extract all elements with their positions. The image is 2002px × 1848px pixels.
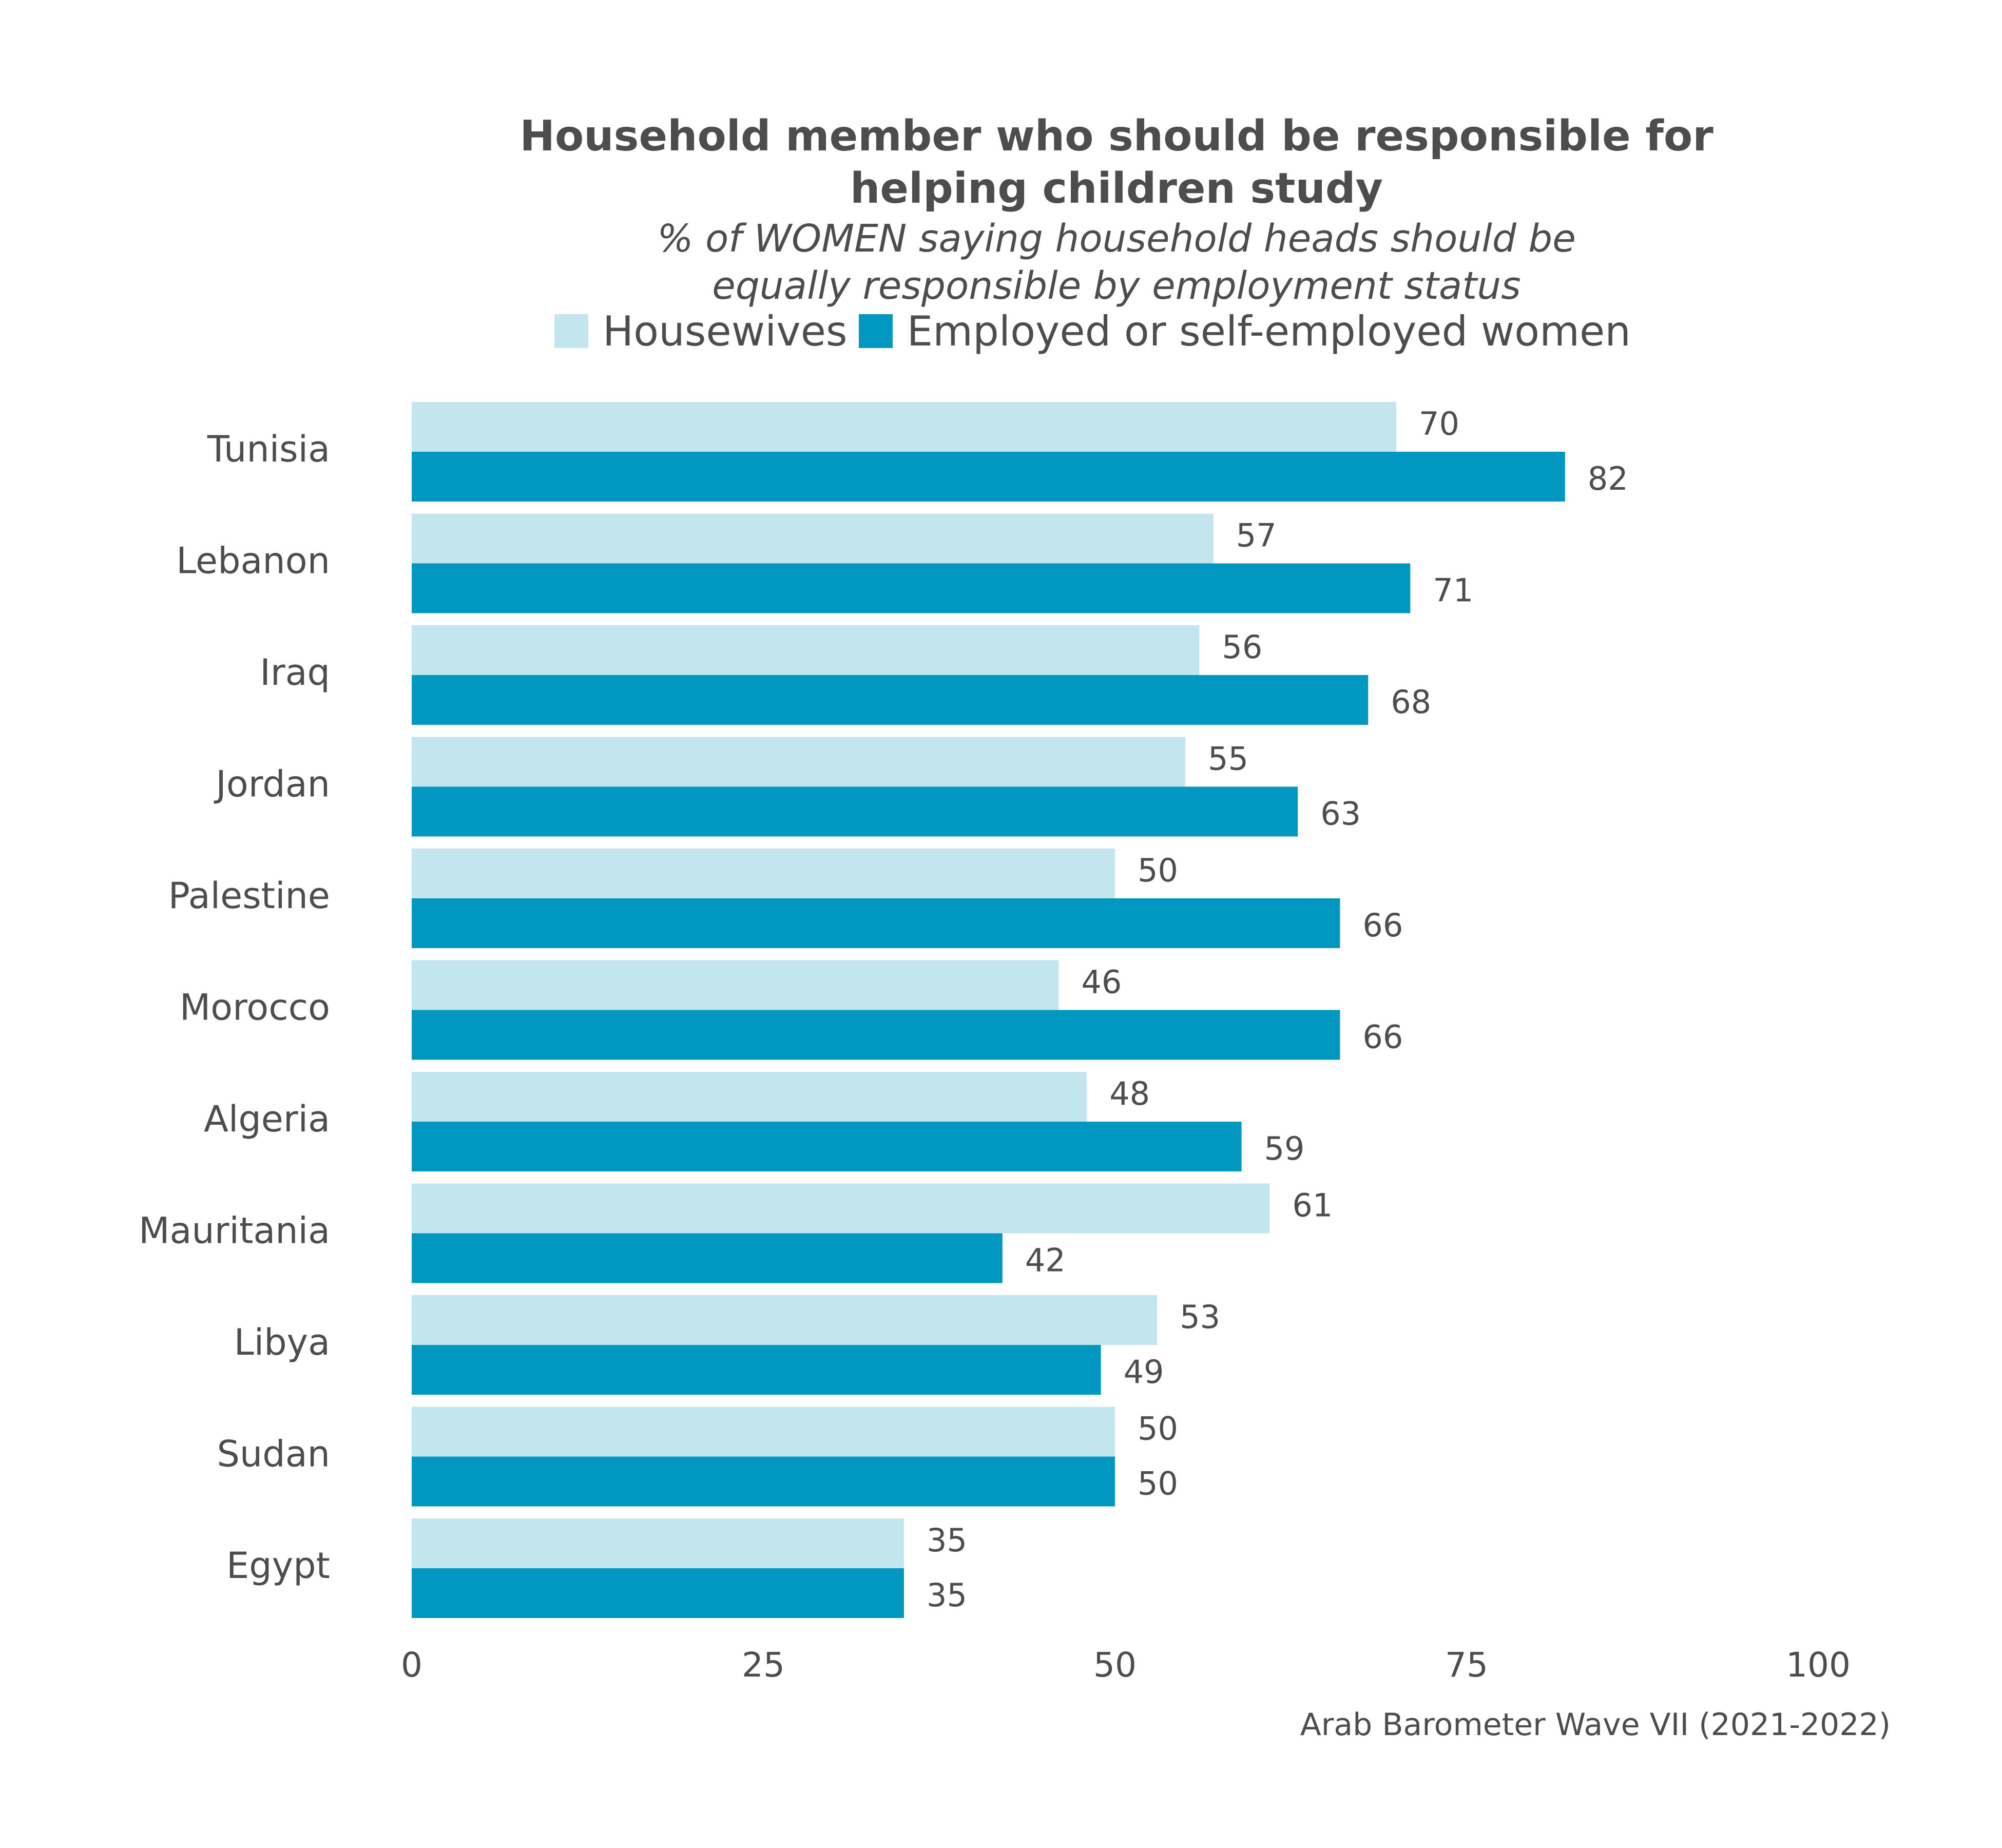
chart-subtitle-line-1: % of WOMEN saying household heads should… xyxy=(657,217,1576,261)
category-label-morocco: Morocco xyxy=(180,987,330,1029)
legend-label-housewives: Housewives xyxy=(603,307,848,355)
data-label-employed-sudan: 50 xyxy=(1138,1465,1178,1503)
data-label-housewives-iraq: 56 xyxy=(1222,628,1262,666)
category-label-iraq: Iraq xyxy=(260,651,330,694)
x-tick-label-25: 25 xyxy=(742,1645,785,1685)
bar-employed-lebanon xyxy=(412,563,1411,613)
data-label-housewives-algeria: 48 xyxy=(1109,1075,1150,1112)
bar-housewives-sudan xyxy=(412,1407,1115,1457)
bar-employed-iraq xyxy=(412,675,1369,725)
data-label-employed-algeria: 59 xyxy=(1264,1130,1305,1167)
bar-housewives-morocco xyxy=(412,960,1059,1010)
data-label-housewives-libya: 53 xyxy=(1180,1298,1220,1336)
data-label-housewives-tunisia: 70 xyxy=(1419,405,1459,442)
data-label-employed-mauritania: 42 xyxy=(1025,1242,1066,1279)
x-tick-label-0: 0 xyxy=(401,1645,422,1685)
data-label-housewives-sudan: 50 xyxy=(1138,1410,1178,1448)
bar-housewives-egypt xyxy=(412,1518,904,1568)
bar-employed-jordan xyxy=(412,786,1298,837)
data-label-employed-jordan: 63 xyxy=(1320,795,1361,833)
chart-legend: Housewives Employed or self-employed wom… xyxy=(554,307,1642,355)
bar-employed-algeria xyxy=(412,1122,1242,1171)
data-label-housewives-jordan: 55 xyxy=(1208,740,1248,778)
category-label-tunisia: Tunisia xyxy=(207,428,330,470)
bar-employed-palestine xyxy=(412,898,1340,948)
bar-housewives-libya xyxy=(412,1295,1158,1345)
x-tick-label-75: 75 xyxy=(1445,1645,1488,1685)
data-label-employed-egypt: 35 xyxy=(927,1576,967,1614)
bar-employed-tunisia xyxy=(412,452,1565,502)
data-label-employed-libya: 49 xyxy=(1124,1353,1164,1391)
bar-employed-morocco xyxy=(412,1010,1340,1060)
data-label-employed-morocco: 66 xyxy=(1362,1018,1403,1056)
category-label-mauritania: Mauritania xyxy=(139,1210,330,1252)
bar-employed-libya xyxy=(412,1345,1101,1395)
legend-item-employed: Employed or self-employed women xyxy=(858,307,1631,355)
chart-header: Household member who should be responsib… xyxy=(359,110,1874,310)
category-label-algeria: Algeria xyxy=(204,1098,330,1140)
category-label-jordan: Jordan xyxy=(214,763,330,805)
data-label-employed-lebanon: 71 xyxy=(1433,572,1473,609)
data-label-housewives-egypt: 35 xyxy=(927,1522,967,1559)
legend-swatch-housewives xyxy=(554,314,588,348)
category-label-egypt: Egypt xyxy=(226,1545,330,1587)
bar-employed-sudan xyxy=(412,1456,1115,1507)
bar-housewives-palestine xyxy=(412,849,1115,898)
bar-housewives-iraq xyxy=(412,625,1200,675)
category-label-lebanon: Lebanon xyxy=(176,540,330,582)
bar-housewives-jordan xyxy=(412,737,1185,787)
bar-housewives-mauritania xyxy=(412,1183,1270,1234)
data-label-housewives-morocco: 46 xyxy=(1081,964,1122,1001)
data-label-housewives-mauritania: 61 xyxy=(1292,1187,1333,1224)
x-tick-label-50: 50 xyxy=(1093,1645,1137,1685)
bar-housewives-algeria xyxy=(412,1072,1087,1122)
bar-housewives-lebanon xyxy=(412,513,1214,564)
data-label-employed-iraq: 68 xyxy=(1391,683,1431,721)
category-label-sudan: Sudan xyxy=(217,1433,331,1475)
bar-employed-mauritania xyxy=(412,1233,1003,1283)
bar-employed-egypt xyxy=(412,1568,904,1618)
category-label-libya: Libya xyxy=(234,1321,330,1363)
chart-subtitle-line-2: equally responsible by employment status xyxy=(712,264,1521,308)
data-label-employed-palestine: 66 xyxy=(1362,907,1403,944)
legend-item-housewives: Housewives xyxy=(554,307,848,355)
chart-title-line-2: helping children study xyxy=(850,164,1383,213)
category-label-palestine: Palestine xyxy=(168,875,330,917)
data-label-housewives-palestine: 50 xyxy=(1138,852,1178,889)
chart-title-line-1: Household member who should be responsib… xyxy=(519,112,1714,161)
data-label-housewives-lebanon: 57 xyxy=(1236,517,1277,554)
x-tick-label-100: 100 xyxy=(1786,1645,1851,1685)
legend-swatch-employed xyxy=(858,314,893,348)
legend-label-employed: Employed or self-employed women xyxy=(907,307,1631,355)
bar-housewives-tunisia xyxy=(412,402,1396,452)
data-label-employed-tunisia: 82 xyxy=(1588,460,1628,497)
source-caption: Arab Barometer Wave VII (2021-2022) xyxy=(1300,1707,1891,1743)
